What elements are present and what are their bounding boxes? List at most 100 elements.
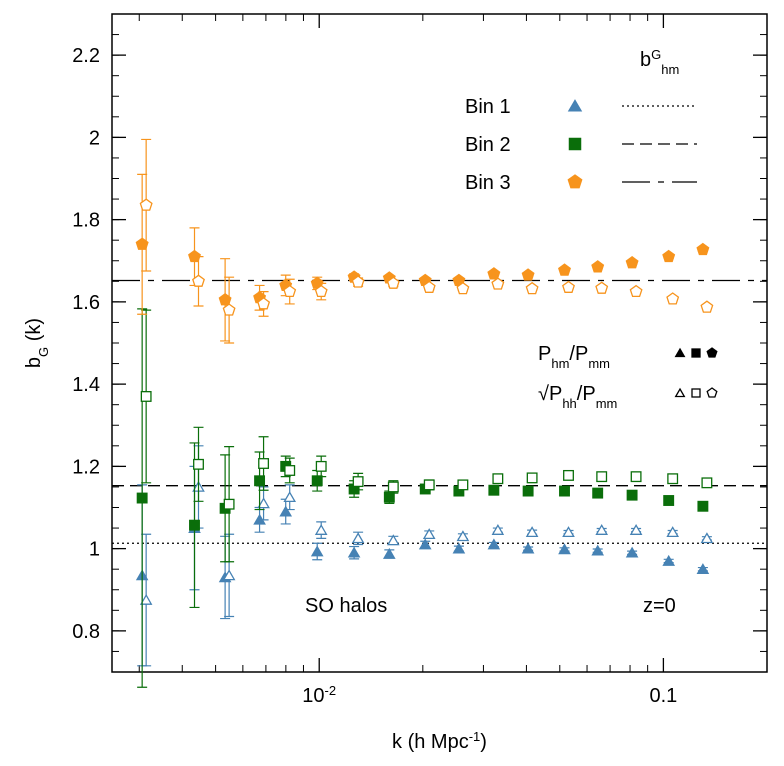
marker-key-symbol <box>691 348 701 358</box>
marker-key-symbol <box>706 347 718 358</box>
legend-title-part: G <box>651 47 661 62</box>
marker-open <box>192 274 205 287</box>
marker-open <box>457 479 469 491</box>
legend-marker <box>567 99 583 112</box>
marker-open <box>386 276 400 289</box>
legend-title-part: b <box>640 49 651 71</box>
marker-open <box>222 569 236 581</box>
marker-key-label-part: hm <box>551 356 569 371</box>
marker-open <box>562 526 575 538</box>
marker-filled <box>487 538 501 550</box>
marker-filled <box>383 491 395 503</box>
marker-open <box>595 524 609 535</box>
legend-title: bGhm <box>640 47 679 77</box>
marker-filled <box>310 545 324 557</box>
legend-marker <box>568 137 582 151</box>
marker-key-label-part: /P <box>577 383 596 405</box>
marker-filled <box>218 292 232 306</box>
legend-label: Bin 3 <box>465 172 511 194</box>
marker-open <box>423 479 435 491</box>
marker-filled <box>696 242 710 256</box>
marker-filled <box>254 475 266 487</box>
y-axis-label: bG (k) <box>23 318 51 368</box>
y-tick-label: 2.2 <box>72 45 100 67</box>
marker-key-symbol <box>706 387 718 398</box>
marker-open <box>525 281 539 295</box>
marker-filled <box>382 547 396 559</box>
legend-label: Bin 1 <box>465 96 511 118</box>
marker-filled <box>662 249 676 263</box>
marker-open <box>386 534 400 546</box>
y-tick-label: 1.8 <box>72 210 100 232</box>
marker-key-label-part: P <box>538 343 551 365</box>
marker-open <box>284 465 296 476</box>
marker-open <box>491 523 505 535</box>
marker-open <box>629 284 643 298</box>
marker-open <box>283 284 297 298</box>
x-axis-label-part: k (h Mpc <box>392 731 469 753</box>
marker-open <box>314 284 328 298</box>
marker-open <box>456 281 470 295</box>
marker-open <box>387 481 399 493</box>
plot-frame <box>111 13 768 673</box>
marker-open <box>422 280 436 293</box>
y-tick-label: 1 <box>89 539 100 561</box>
marker-filled <box>418 538 432 550</box>
marker-key-label-part: mm <box>596 396 618 411</box>
marker-open <box>525 526 539 538</box>
marker-open <box>456 530 470 542</box>
y-tick-label: 0.8 <box>72 621 100 643</box>
marker-open <box>667 473 679 485</box>
marker-filled <box>559 485 570 497</box>
marker-filled <box>521 268 535 281</box>
x-axis-label-part: -1 <box>469 729 481 744</box>
marker-key-label-part: hh <box>562 396 576 411</box>
marker-open <box>351 275 365 288</box>
y-tick-label: 1.2 <box>72 456 100 478</box>
marker-filled <box>452 542 466 554</box>
marker-key-label-part: √P <box>538 383 562 405</box>
annotation: SO halos <box>305 595 387 617</box>
marker-open <box>701 477 713 489</box>
marker-open <box>139 593 153 605</box>
marker-filled <box>522 485 534 497</box>
marker-filled <box>663 495 675 506</box>
marker-open <box>666 292 680 305</box>
marker-open <box>140 391 152 402</box>
marker-key-symbol <box>674 347 686 358</box>
marker-key-label-part: mm <box>588 356 610 371</box>
x-tick-base: 10 <box>302 685 324 707</box>
marker-open <box>193 458 204 470</box>
y-axis-label-part: (k) <box>23 318 45 347</box>
y-axis-label-part: b <box>23 357 45 368</box>
marker-open <box>700 532 714 544</box>
marker-key-symbol <box>674 387 686 398</box>
x-axis-label: k (h Mpc-1) <box>392 729 487 754</box>
marker-open <box>563 469 574 481</box>
marker-filled <box>558 263 571 276</box>
marker-open <box>351 532 365 544</box>
marker-open <box>139 198 153 211</box>
marker-open <box>562 280 575 293</box>
marker-filled <box>662 554 676 566</box>
marker-filled <box>592 487 604 499</box>
marker-open <box>257 297 271 310</box>
marker-filled <box>136 492 148 504</box>
x-tick-exponent: -2 <box>325 683 337 698</box>
marker-open <box>257 497 270 509</box>
legend-marker <box>567 174 583 189</box>
marker-open <box>491 277 505 290</box>
marker-open <box>526 472 538 484</box>
x-axis-label-part: ) <box>480 731 487 753</box>
marker-open <box>666 526 680 538</box>
marker-key-symbol <box>691 388 701 398</box>
y-tick-label: 1.6 <box>72 292 100 314</box>
marker-key-label: Phm/Pmm <box>538 343 610 371</box>
marker-open <box>596 471 608 483</box>
legend-title-part: hm <box>661 62 679 77</box>
marker-open <box>222 303 236 316</box>
marker-filled <box>488 484 500 496</box>
legend-label: Bin 2 <box>465 134 511 156</box>
marker-filled <box>279 505 293 517</box>
